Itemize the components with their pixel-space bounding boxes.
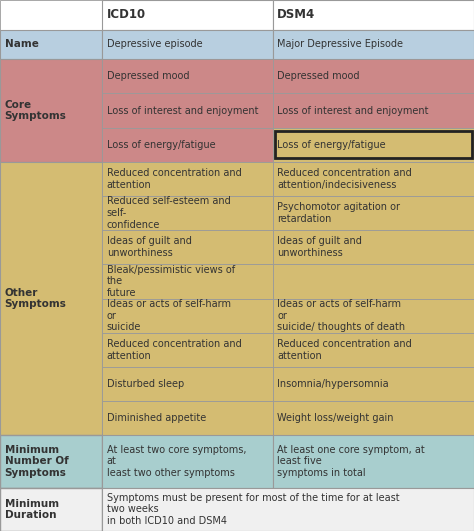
Bar — [102, 298, 273, 333]
Bar — [102, 264, 273, 298]
Bar — [0, 435, 102, 487]
Bar — [0, 487, 102, 531]
Bar — [102, 30, 273, 59]
Bar — [273, 196, 474, 230]
Text: Reduced concentration and
attention: Reduced concentration and attention — [107, 339, 241, 361]
Bar — [102, 93, 273, 127]
Text: Reduced concentration and
attention: Reduced concentration and attention — [277, 339, 412, 361]
Bar — [102, 487, 474, 531]
Bar — [273, 435, 474, 487]
Text: Loss of energy/fatigue: Loss of energy/fatigue — [107, 140, 215, 150]
Text: Symptoms must be present for most of the time for at least
two weeks
in both ICD: Symptoms must be present for most of the… — [107, 493, 399, 526]
Bar — [273, 367, 474, 401]
Bar — [102, 196, 273, 230]
Bar — [102, 367, 273, 401]
Text: ICD10: ICD10 — [107, 8, 146, 21]
Bar — [273, 333, 474, 367]
Bar — [102, 162, 273, 196]
Text: DSM4: DSM4 — [277, 8, 316, 21]
Text: At least one core symptom, at
least five
symptoms in total: At least one core symptom, at least five… — [277, 445, 425, 478]
Text: Ideas or acts of self-harm
or
suicide/ thoughts of death: Ideas or acts of self-harm or suicide/ t… — [277, 299, 405, 332]
Text: Loss of interest and enjoyment: Loss of interest and enjoyment — [107, 106, 258, 116]
Text: Loss of energy/fatigue: Loss of energy/fatigue — [277, 140, 386, 150]
Text: Depressed mood: Depressed mood — [277, 71, 360, 81]
Bar — [102, 401, 273, 435]
Text: Minimum
Duration: Minimum Duration — [5, 499, 59, 520]
Bar — [275, 131, 472, 158]
Bar — [102, 127, 273, 162]
Text: Ideas or acts of self-harm
or
suicide: Ideas or acts of self-harm or suicide — [107, 299, 231, 332]
Bar — [0, 0, 102, 30]
Bar — [273, 298, 474, 333]
Text: Core
Symptoms: Core Symptoms — [5, 100, 67, 121]
Text: Major Depressive Episode: Major Depressive Episode — [277, 39, 403, 49]
Bar — [102, 333, 273, 367]
Text: Disturbed sleep: Disturbed sleep — [107, 379, 184, 389]
Bar — [0, 59, 102, 162]
Bar — [0, 162, 102, 435]
Bar — [273, 59, 474, 93]
Bar — [273, 0, 474, 30]
Text: Diminished appetite: Diminished appetite — [107, 413, 206, 423]
Bar — [102, 435, 273, 487]
Bar — [273, 162, 474, 196]
Bar — [273, 401, 474, 435]
Bar — [0, 30, 102, 59]
Text: Loss of interest and enjoyment: Loss of interest and enjoyment — [277, 106, 429, 116]
Bar — [102, 59, 273, 93]
Text: Reduced concentration and
attention/indecisiveness: Reduced concentration and attention/inde… — [277, 168, 412, 190]
Bar — [273, 264, 474, 298]
Text: Psychomotor agitation or
retardation: Psychomotor agitation or retardation — [277, 202, 400, 224]
Text: Reduced concentration and
attention: Reduced concentration and attention — [107, 168, 241, 190]
Text: Depressed mood: Depressed mood — [107, 71, 189, 81]
Bar — [102, 0, 273, 30]
Text: Weight loss/weight gain: Weight loss/weight gain — [277, 413, 394, 423]
Text: Insomnia/hypersomnia: Insomnia/hypersomnia — [277, 379, 389, 389]
Text: Other
Symptoms: Other Symptoms — [5, 288, 67, 310]
Text: Reduced self-esteem and
self-
confidence: Reduced self-esteem and self- confidence — [107, 196, 230, 230]
Text: Bleak/pessimistic views of
the
future: Bleak/pessimistic views of the future — [107, 265, 235, 298]
Bar — [273, 127, 474, 162]
Bar — [102, 230, 273, 264]
Bar — [273, 93, 474, 127]
Text: Minimum
Number Of
Symptoms: Minimum Number Of Symptoms — [5, 445, 68, 478]
Bar — [273, 30, 474, 59]
Text: At least two core symptoms,
at
least two other symptoms: At least two core symptoms, at least two… — [107, 445, 246, 478]
Text: Name: Name — [5, 39, 38, 49]
Text: Ideas of guilt and
unworthiness: Ideas of guilt and unworthiness — [107, 236, 191, 258]
Text: Depressive episode: Depressive episode — [107, 39, 202, 49]
Text: Ideas of guilt and
unworthiness: Ideas of guilt and unworthiness — [277, 236, 362, 258]
Bar — [273, 230, 474, 264]
